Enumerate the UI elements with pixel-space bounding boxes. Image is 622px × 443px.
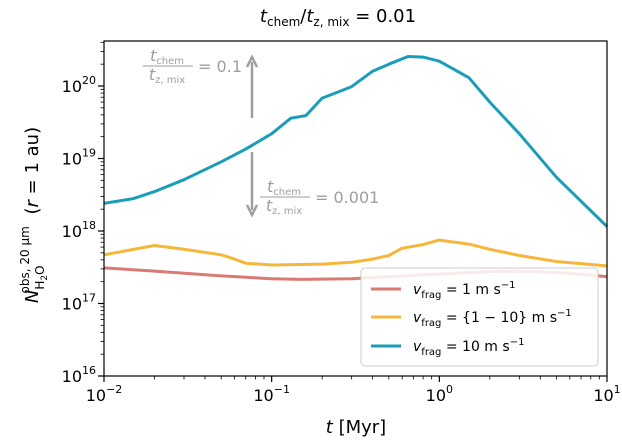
x-axis-ticks: 10−2 10−1 100 101: [86, 376, 621, 405]
y-axis-ticks: 1016 1017 1018 1019 1020: [62, 41, 104, 386]
y-tick-label: 1017: [62, 292, 96, 314]
annotation-arrowhead-up: [245, 54, 259, 68]
legend-label-1: vfrag = {1 − 10} m s−1: [413, 308, 572, 329]
svg-text:tchem: tchem: [150, 46, 184, 67]
chart-title: tchem/tz, mix = 0.01: [260, 6, 416, 29]
legend-label-0: vfrag = 1 m s−1: [413, 280, 516, 301]
y-tick-label: 1019: [62, 147, 96, 169]
y-axis-label: NH2Oobs, 20 μm (r = 1 au): [18, 127, 50, 303]
svg-text:= 0.1: = 0.1: [198, 57, 242, 76]
x-tick-label: 10−2: [86, 383, 123, 405]
series-line-1: [103, 238, 608, 268]
series-line-2: [103, 55, 609, 228]
series-layer: [103, 55, 609, 281]
axes-frame: [103, 40, 608, 377]
svg-text:tchem: tchem: [267, 177, 301, 198]
y-tick-label: 1018: [62, 219, 96, 241]
legend-label-2: vfrag = 10 m s−1: [413, 337, 524, 358]
svg-text:tz, mix: tz, mix: [149, 65, 185, 86]
y-tick-label: 1020: [62, 74, 96, 96]
legend-box: [360, 267, 599, 367]
legend: vfrag = 1 m s−1 vfrag = {1 − 10} m s−1 vfr…: [360, 267, 599, 367]
x-axis-label: t [Myr]: [326, 417, 386, 438]
svg-text:tz, mix: tz, mix: [266, 196, 302, 217]
annotation-arrowhead-down: [245, 204, 259, 218]
x-tick-label: 100: [426, 383, 453, 405]
svg-text:= 0.001: = 0.001: [315, 188, 379, 207]
x-tick-label: 101: [593, 383, 620, 405]
x-tick-label: 10−1: [253, 383, 290, 405]
y-tick-label: 1016: [62, 364, 96, 386]
